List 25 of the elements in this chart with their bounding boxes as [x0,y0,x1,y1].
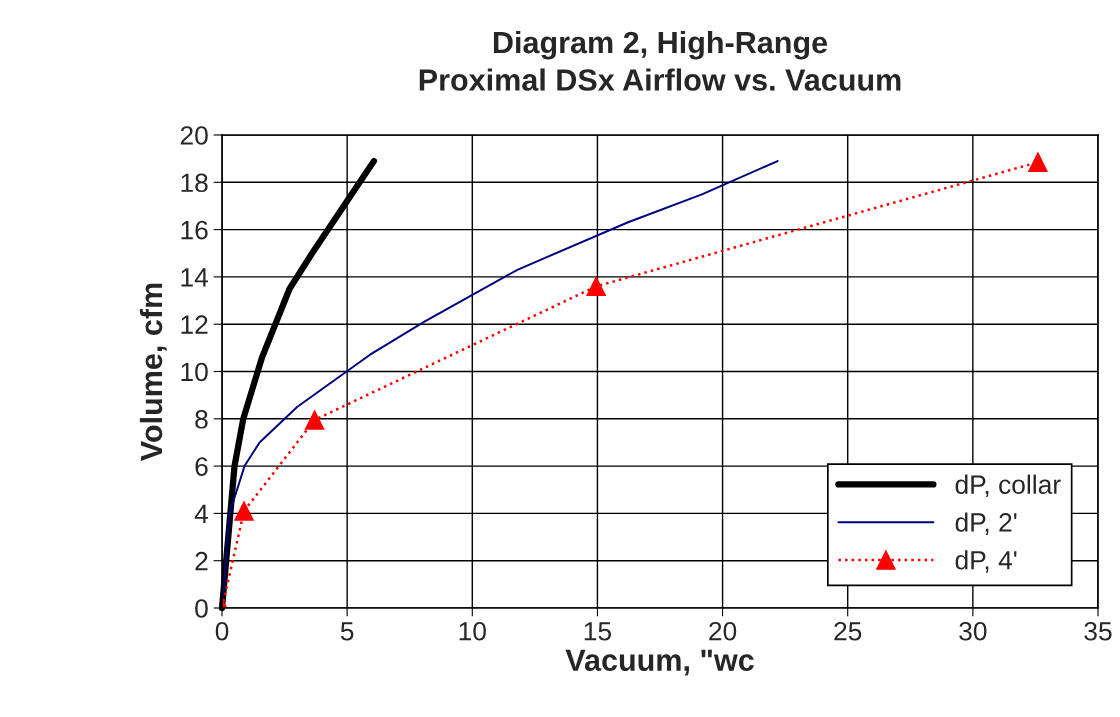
y-tick-label: 8 [195,409,208,429]
x-tick-label: 15 [584,622,611,641]
y-tick-label: 16 [181,220,208,240]
y-tick-label: 20 [180,126,208,145]
y-tick-label: 10 [181,362,208,382]
y-tick-label: 14 [181,268,209,287]
y-tick-label: 0 [195,599,208,618]
y-tick-label: 18 [181,173,208,193]
x-tick-label: 5 [340,622,354,641]
chart-title: Diagram 2, High-Range Proximal DSx Airflow vs. Vacuum [419,30,901,91]
y-tick-label: 6 [195,457,208,476]
x-tick-label: 20 [709,621,737,641]
x-tick-label: 35 [1084,621,1112,641]
legend-label: dP, 4' [955,550,1017,573]
y-tick-label: 12 [181,315,208,334]
x-tick-label: 25 [834,621,862,641]
legend-label: dP, 2' [955,512,1017,535]
x-tick-label: 10 [459,621,486,641]
x-axis-title: Vacuum, "wc [565,649,754,676]
x-tick-label: 0 [215,621,229,641]
y-tick-label: 2 [195,551,208,571]
x-tick-label: 30 [959,621,987,641]
legend-label: dP, collar [955,474,1061,498]
y-tick-label: 4 [194,504,209,523]
y-axis-title: Volume, cfm [139,283,167,461]
